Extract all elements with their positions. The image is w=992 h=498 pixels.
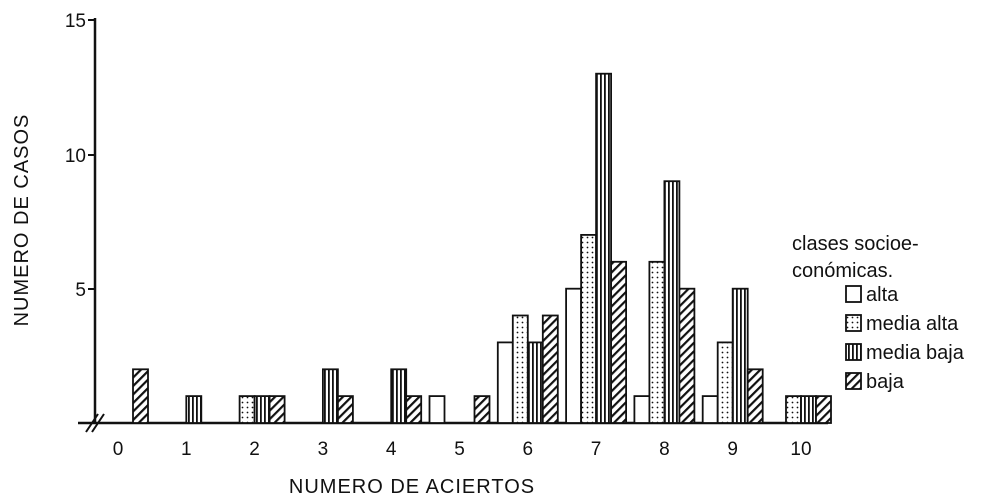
bar-alta-6 bbox=[496, 341, 514, 424]
legend-items: alta media alta media baja baja bbox=[845, 284, 965, 393]
legend-title-line1: clases socioe- bbox=[792, 233, 919, 255]
y-tick-label-5: 5 bbox=[75, 280, 86, 301]
bar-alta-5 bbox=[428, 395, 446, 424]
bar-alta-8 bbox=[633, 395, 651, 424]
y-tick-10: 10 bbox=[65, 146, 95, 167]
bar-baja-0 bbox=[132, 368, 149, 424]
y-tick-label-10: 10 bbox=[65, 146, 86, 167]
bar-media-baja-7 bbox=[595, 72, 612, 424]
x-tick-labels: 0 1 2 3 4 5 6 7 8 9 10 bbox=[113, 439, 812, 460]
bar-media-alta-8 bbox=[648, 260, 666, 424]
bar-media-baja-4 bbox=[390, 368, 408, 424]
bar-alta-9 bbox=[701, 395, 719, 424]
legend: clases socioe- conómicas. alta media alta… bbox=[792, 233, 965, 393]
x-tick-label-5: 5 bbox=[454, 439, 465, 460]
bar-media-baja-8 bbox=[663, 180, 681, 424]
bar-media-alta-7 bbox=[580, 233, 597, 424]
bar-media-baja-1 bbox=[185, 395, 203, 424]
bar-alta-7 bbox=[565, 287, 582, 424]
y-tick-label-15: 15 bbox=[65, 11, 86, 32]
bar-baja-7 bbox=[610, 260, 627, 424]
bar-media-alta-9 bbox=[716, 341, 734, 424]
bar-media-baja-6 bbox=[526, 341, 544, 424]
bar-media-baja-9 bbox=[731, 287, 749, 424]
x-tick-label-4: 4 bbox=[386, 439, 397, 460]
axis-break-mark bbox=[85, 413, 105, 433]
bar-baja-10 bbox=[815, 395, 832, 424]
x-tick-label-0: 0 bbox=[113, 439, 124, 460]
legend-swatch-media-baja bbox=[845, 343, 862, 361]
bar-baja-4 bbox=[405, 395, 423, 424]
bar-baja-9 bbox=[746, 368, 764, 424]
bars-group bbox=[132, 72, 832, 424]
bar-media-alta-6 bbox=[511, 314, 529, 424]
bar-media-alta-10 bbox=[785, 395, 802, 424]
legend-swatch-media-alta bbox=[845, 314, 862, 332]
legend-label-alta: alta bbox=[866, 284, 899, 306]
x-tick-label-6: 6 bbox=[523, 439, 534, 460]
x-axis-title: NUMERO DE ACIERTOS bbox=[289, 476, 535, 498]
bar-baja-8 bbox=[678, 287, 696, 424]
bar-baja-6 bbox=[541, 314, 559, 424]
bar-media-alta-2 bbox=[238, 395, 256, 424]
x-tick-label-1: 1 bbox=[181, 439, 192, 460]
bar-media-baja-2 bbox=[253, 395, 271, 424]
x-tick-label-10: 10 bbox=[790, 439, 811, 460]
x-tick-label-2: 2 bbox=[249, 439, 260, 460]
bar-media-baja-10 bbox=[800, 395, 817, 424]
bar-media-baja-3 bbox=[321, 368, 339, 424]
legend-title-line2: conómicas. bbox=[792, 260, 893, 282]
legend-label-media-alta: media alta bbox=[866, 313, 959, 335]
x-tick-label-8: 8 bbox=[659, 439, 670, 460]
bar-baja-3 bbox=[336, 395, 354, 424]
legend-label-media-baja: media baja bbox=[866, 342, 965, 364]
legend-swatch-alta bbox=[845, 285, 862, 303]
bar-baja-5 bbox=[473, 395, 491, 424]
x-tick-label-3: 3 bbox=[318, 439, 329, 460]
bar-baja-2 bbox=[268, 395, 286, 424]
x-tick-label-7: 7 bbox=[591, 439, 602, 460]
y-tick-5: 5 bbox=[75, 280, 95, 301]
legend-label-baja: baja bbox=[866, 371, 905, 393]
legend-swatch-baja bbox=[845, 372, 862, 390]
y-axis-title: NUMERO DE CASOS bbox=[11, 114, 33, 327]
y-tick-15: 15 bbox=[65, 11, 95, 32]
x-tick-label-9: 9 bbox=[727, 439, 738, 460]
